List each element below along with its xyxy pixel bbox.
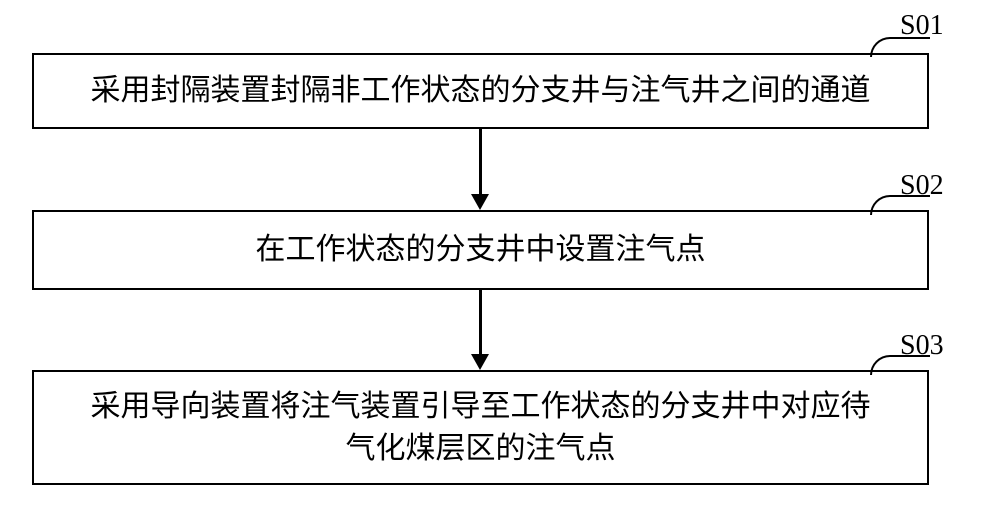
arrow-head-icon <box>471 354 489 370</box>
flowchart-node-s03: 采用导向装置将注气装置引导至工作状态的分支井中对应待 气化煤层区的注气点 <box>32 370 929 485</box>
node-text-s03: 采用导向装置将注气装置引导至工作状态的分支井中对应待 气化煤层区的注气点 <box>81 386 881 470</box>
node-label-s03: S03 <box>900 330 944 362</box>
arrow-head-icon <box>471 194 489 210</box>
node-label-s01: S01 <box>900 10 944 42</box>
node-text-s01: 采用封隔装置封隔非工作状态的分支井与注气井之间的通道 <box>81 70 881 112</box>
flowchart-node-s01: 采用封隔装置封隔非工作状态的分支井与注气井之间的通道 <box>32 53 929 129</box>
flowchart-node-s02: 在工作状态的分支井中设置注气点 <box>32 210 929 290</box>
node-text-s03-line2: 气化煤层区的注气点 <box>346 432 616 465</box>
edge-s02-s03 <box>479 290 482 354</box>
flowchart-container: 采用封隔装置封隔非工作状态的分支井与注气井之间的通道 S01 在工作状态的分支井… <box>0 0 1000 519</box>
edge-s01-s02 <box>479 129 482 194</box>
node-text-s02: 在工作状态的分支井中设置注气点 <box>246 229 716 271</box>
node-label-s02: S02 <box>900 170 944 202</box>
node-text-s03-line1: 采用导向装置将注气装置引导至工作状态的分支井中对应待 <box>91 390 871 423</box>
